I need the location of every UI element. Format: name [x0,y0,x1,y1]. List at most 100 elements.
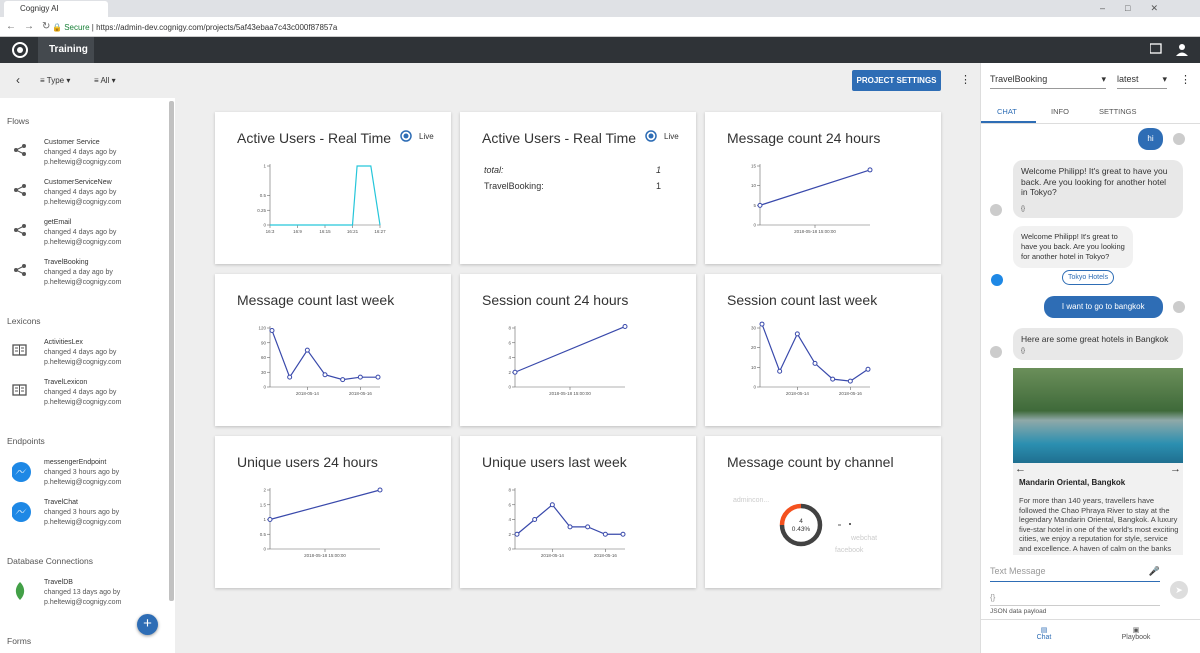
card-chart: 0 0.5 1 1.5 2 2018-05-18 15:00:00 [260,487,383,558]
chat-tab[interactable]: CHAT [997,107,1017,116]
payload-hint: JSON data payload [990,608,1047,615]
y-tick-label: 2 [508,370,511,375]
user-avatar [1173,133,1185,145]
flow-select[interactable]: TravelBooking ▾ [990,74,1106,89]
all-filter[interactable]: ≡ All ▾ [94,76,116,85]
sidebar-item[interactable]: TravelDB changed 13 days ago by p.heltewig… [0,578,175,618]
project-settings-button[interactable]: PROJECT SETTINGS [852,70,941,91]
url-field[interactable]: 🔒 Secure | https://admin-dev.cognigy.com… [52,23,338,32]
sidebar-item[interactable]: getEmail changed 4 days ago by p.heltewig@… [0,218,175,258]
x-tick-label: 16:27 [374,229,386,234]
toolbar: ‹ ≡ Type ▾ ≡ All ▾ PROJECT SETTINGS ⋮ [0,63,980,98]
sidebar-item[interactable]: TravelLexicon changed 4 days ago by p.helt… [0,378,175,418]
item-changed: changed 13 days ago by [44,589,121,596]
logo[interactable] [12,42,28,58]
avatar [990,204,1002,216]
y-tick-label: 0 [508,547,511,552]
payload-input[interactable]: {} [990,593,1160,606]
x-tick-label: 2018-05-14 [296,391,320,396]
x-tick-label: 2018-05-16 [594,553,618,558]
dashboard-card: Unique users last week 0 2 4 6 8 2018-05-14 201… [460,436,696,588]
chat-tab[interactable]: INFO [1051,107,1069,116]
back-button[interactable]: ‹ [16,73,20,87]
text-input[interactable]: Text Message 🎤 [990,566,1160,582]
card-title: Message count by channel [727,454,894,470]
scrollbar[interactable] [169,101,174,601]
data-point [375,374,381,380]
y-tick-label: 0.25 [257,208,266,213]
y-tick-label: 90 [261,340,267,345]
card-title: Unique users 24 hours [237,454,378,470]
y-tick-label: 20 [751,345,757,350]
sidebar-item[interactable]: Customer Service changed 4 days ago by p.h… [0,138,175,178]
bot-message-text: Here are some great hotels in Bangkok [1021,334,1169,344]
y-tick-label: 60 [261,355,267,360]
sidebar-item[interactable]: TravelBooking changed a day ago by p.helte… [0,258,175,298]
data-point [304,347,310,353]
data-point [757,202,763,208]
item-name: messengerEndpoint [44,459,107,466]
sidebar-item[interactable]: ActivitiesLex changed 4 days ago by p.helt… [0,338,175,378]
y-tick-label: 2 [263,488,266,493]
address-bar: ←→↻ 🔒 Secure | https://admin-dev.cognigy… [0,17,1200,37]
quick-reply[interactable]: Tokyo Hotels [1062,270,1115,285]
browser-tab[interactable]: Cognigy AI [4,1,108,17]
more-menu[interactable]: ⋮ [960,74,971,86]
live-radio[interactable] [645,130,657,142]
add-button[interactable]: + [137,614,158,635]
version-select[interactable]: latest ▾ [1117,74,1167,89]
section-title: Flows [7,116,30,126]
sidebar-item[interactable]: TravelChat changed 3 hours ago by p.heltew… [0,498,175,538]
live-radio[interactable] [400,130,412,142]
item-author: p.heltewig@cognigy.com [44,519,122,526]
sidebar-item[interactable]: CustomerServiceNew changed 4 days ago by p… [0,178,175,218]
chat-tab[interactable]: ▤ Chat [1036,627,1052,641]
data-line [759,169,871,206]
nav-buttons[interactable]: ←→↻ [6,21,59,32]
item-changed: changed 4 days ago by [44,229,117,236]
card-chart: Live 0 0.25 0.5 1 16:3 16:9 16:15 16:21 16:27 [257,130,434,234]
x-tick-label: 2018-05-14 [541,553,565,558]
user-message: I want to go to bangkok [1043,296,1163,318]
y-tick-label: 10 [751,183,757,188]
card-chart: 0 5 10 15 2018-05-18 15:00:00 [751,164,873,234]
x-tick-label: 16:21 [347,229,359,234]
x-tick-label: 2018-05-18 15:00:00 [304,553,346,558]
gallery-card: ← → Mandarin Oriental, Bangkok For more tha… [1013,368,1183,555]
gallery-arrows[interactable]: ← → [1015,463,1181,475]
chat-panel: TravelBooking ▾ latest ▾ ⋮ CHAT INFO SETTING… [980,63,1200,653]
data-point [622,324,628,330]
chat-tab[interactable]: SETTINGS [1099,107,1137,116]
y-tick-label: 1 [263,164,266,169]
data-point [269,327,275,333]
header-icons[interactable] [1150,43,1192,57]
y-tick-label: 4 [508,517,511,522]
bot-payload: {} [1021,206,1026,212]
y-tick-label: 6 [508,340,511,345]
item-icon [15,582,25,600]
x-tick-label: 2018-05-18 15:00:00 [794,229,836,234]
data-point [847,378,853,384]
chat-messages: hi Welcome Philipp! It's great to have yo… [981,125,1200,555]
send-button[interactable]: ➤ [1170,581,1188,599]
y-tick-label: 1 [263,517,266,522]
window-controls[interactable]: –□✕ [1100,3,1178,13]
x-tick-label: 2018-05-16 [349,391,373,396]
chat-menu[interactable]: ⋮ [1180,74,1191,86]
type-filter-label: Type [46,76,65,85]
dashboard-card: Active Users - Real Time Live total: 1 Trave… [460,112,696,264]
data-point [512,369,518,375]
data-point [830,376,836,382]
data-point [777,368,783,374]
flow-select-label: TravelBooking [990,74,1048,84]
data-point [602,531,608,537]
y-tick-label: 2 [508,532,511,537]
playbook-tab[interactable]: ▣ Playbook [1121,627,1151,641]
pie-label: admincon... [733,497,769,504]
sidebar-item[interactable]: messengerEndpoint changed 3 hours ago by p… [0,458,175,498]
chat-tabs: CHAT INFO SETTINGS [981,98,1200,124]
item-icon [14,184,26,196]
table-value: 1 [656,181,661,191]
type-filter[interactable]: ≡ Type ▾ [40,76,71,85]
text-input-placeholder: Text Message [990,566,1046,576]
